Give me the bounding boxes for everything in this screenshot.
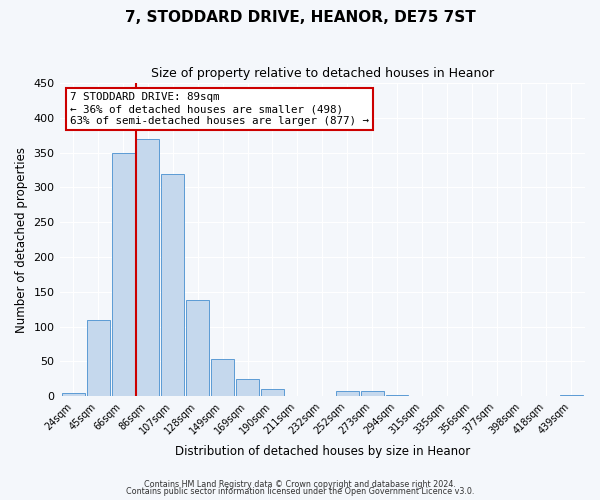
Text: 7 STODDARD DRIVE: 89sqm
← 36% of detached houses are smaller (498)
63% of semi-d: 7 STODDARD DRIVE: 89sqm ← 36% of detache… [70,92,369,126]
Bar [211,360,234,397]
Bar [560,395,583,396]
Bar [112,152,134,396]
Bar [261,390,284,396]
Bar [186,300,209,396]
Bar [136,138,160,396]
Bar [336,392,359,396]
Bar [161,174,184,396]
Y-axis label: Number of detached properties: Number of detached properties [15,146,28,332]
Text: Contains public sector information licensed under the Open Government Licence v3: Contains public sector information licen… [126,487,474,496]
Bar [62,393,85,396]
X-axis label: Distribution of detached houses by size in Heanor: Distribution of detached houses by size … [175,444,470,458]
Text: 7, STODDARD DRIVE, HEANOR, DE75 7ST: 7, STODDARD DRIVE, HEANOR, DE75 7ST [125,10,475,25]
Bar [86,320,110,396]
Bar [386,395,409,396]
Bar [361,392,383,396]
Text: Contains HM Land Registry data © Crown copyright and database right 2024.: Contains HM Land Registry data © Crown c… [144,480,456,489]
Title: Size of property relative to detached houses in Heanor: Size of property relative to detached ho… [151,68,494,80]
Bar [236,379,259,396]
